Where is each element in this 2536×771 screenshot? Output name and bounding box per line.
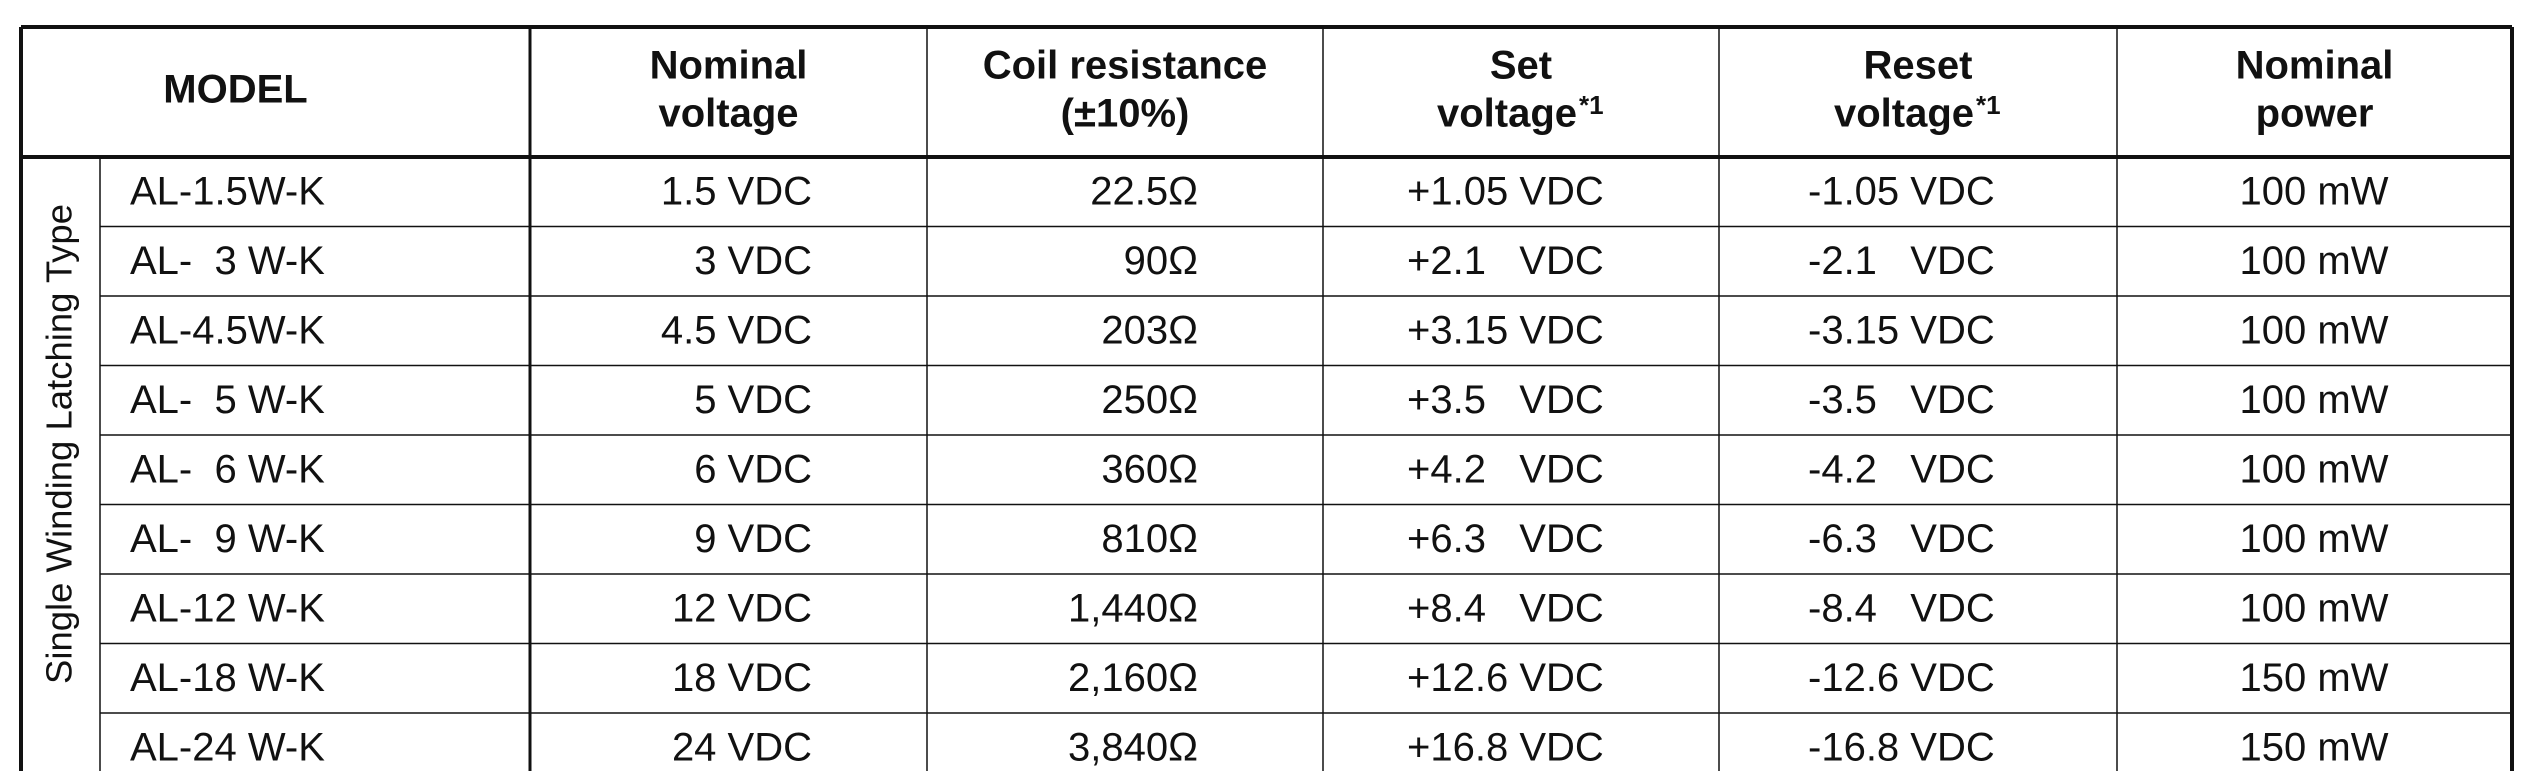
cell: +6.3 VDC (1407, 517, 1604, 561)
header-label: Nominal (650, 44, 808, 88)
cell: -1.05 VDC (1808, 169, 1995, 213)
cell: 100 mW (2240, 517, 2389, 561)
cell: 4.5 VDC (661, 308, 812, 352)
cell: +12.6 VDC (1407, 656, 1604, 700)
cell: 2,160Ω (1068, 656, 1198, 700)
cell: AL-24 W-K (130, 725, 325, 769)
cell: 1,440Ω (1068, 586, 1198, 630)
header-label: Reset (1864, 44, 1973, 88)
cell: 3 VDC (694, 239, 812, 283)
cell: -3.5 VDC (1808, 378, 1995, 422)
cell: 24 VDC (672, 725, 812, 769)
header-label: voltage (658, 92, 798, 136)
cell: 1.5 VDC (661, 169, 812, 213)
cell: 12 VDC (672, 586, 812, 630)
cell: AL-1.5W-K (130, 169, 325, 213)
header-model: MODEL (163, 68, 307, 112)
cell: +3.5 VDC (1407, 378, 1604, 422)
header-label: voltage (1834, 92, 1974, 136)
cell: -12.6 VDC (1808, 656, 1995, 700)
cell: +8.4 VDC (1407, 586, 1604, 630)
cell: AL-12 W-K (130, 586, 325, 630)
cell: -2.1 VDC (1808, 239, 1995, 283)
header-label: Nominal (2236, 44, 2394, 88)
cell: -3.15 VDC (1808, 308, 1995, 352)
cell: 22.5Ω (1090, 169, 1198, 213)
cell: 5 VDC (694, 378, 812, 422)
header-label: (±10%) (1061, 92, 1190, 136)
header-label: Coil resistance (983, 44, 1268, 88)
cell: 18 VDC (672, 656, 812, 700)
cell: 90Ω (1124, 239, 1198, 283)
cell: 100 mW (2240, 308, 2389, 352)
cell: +4.2 VDC (1407, 447, 1604, 491)
cell: 150 mW (2240, 656, 2389, 700)
cell: AL- 5 W-K (130, 378, 325, 422)
cell: -6.3 VDC (1808, 517, 1995, 561)
header-note: *1 (1579, 90, 1604, 120)
cell: 6 VDC (694, 447, 812, 491)
cell: AL-18 W-K (130, 656, 325, 700)
cell: 360Ω (1101, 447, 1198, 491)
cell: -4.2 VDC (1808, 447, 1995, 491)
cell: 100 mW (2240, 169, 2389, 213)
cell: 100 mW (2240, 239, 2389, 283)
cell: AL- 9 W-K (130, 517, 325, 561)
cell: AL- 6 W-K (130, 447, 325, 491)
cell: 100 mW (2240, 378, 2389, 422)
header-note: *1 (1976, 90, 2001, 120)
group-label: Single Winding Latching Type (39, 204, 80, 684)
cell: +2.1 VDC (1407, 239, 1604, 283)
cell: 203Ω (1101, 308, 1198, 352)
cell: 9 VDC (694, 517, 812, 561)
cell: -16.8 VDC (1808, 725, 1995, 769)
cell: +1.05 VDC (1407, 169, 1604, 213)
cell: 3,840Ω (1068, 725, 1198, 769)
cell: +3.15 VDC (1407, 308, 1604, 352)
cell: 810Ω (1101, 517, 1198, 561)
cell: 150 mW (2240, 725, 2389, 769)
header-label: power (2256, 92, 2374, 136)
cell: AL-4.5W-K (130, 308, 325, 352)
cell: AL- 3 W-K (130, 239, 325, 283)
header-label: voltage (1437, 92, 1577, 136)
cell: 100 mW (2240, 586, 2389, 630)
cell: 250Ω (1101, 378, 1198, 422)
cell: 100 mW (2240, 447, 2389, 491)
cell: -8.4 VDC (1808, 586, 1995, 630)
header-label: Set (1490, 44, 1552, 88)
cell: +16.8 VDC (1407, 725, 1604, 769)
